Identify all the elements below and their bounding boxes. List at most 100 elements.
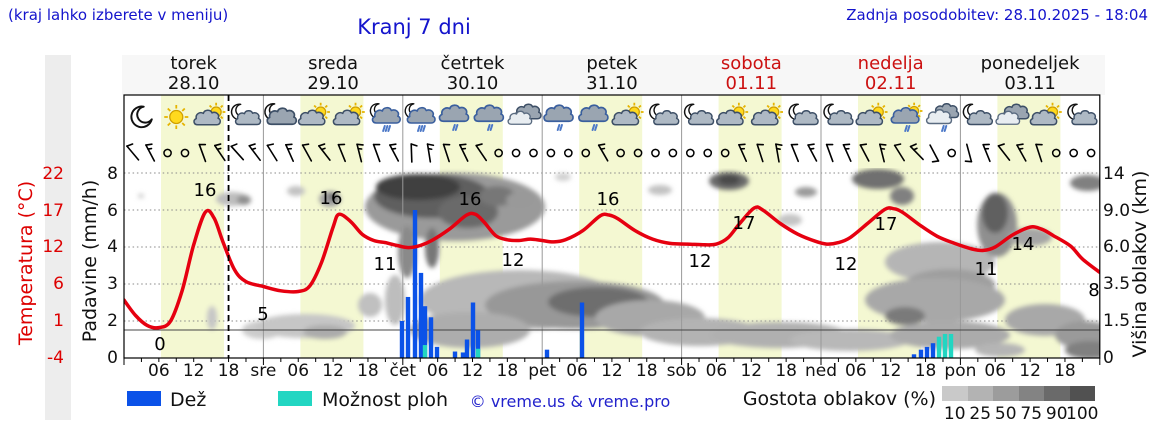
cloud-density-tick-label: 100 (1066, 404, 1099, 424)
wind-barb-icon (1016, 143, 1027, 162)
calm-wind-icon (546, 148, 556, 158)
wind-barb-icon (285, 143, 294, 163)
cloud-density-gradient-segment (1018, 386, 1044, 401)
location-hint: (kraj lahko izberete v meniju) (8, 6, 229, 24)
shower-legend-label: Možnost ploh (322, 389, 449, 411)
cloud-density-legend-label: Gostota oblakov (%) (742, 388, 936, 410)
weather-icon-moon-clouds (264, 103, 298, 126)
cloud-tick-label: 0 (1103, 348, 1114, 368)
weather-icon-cloud-rain (473, 104, 505, 131)
cloud-tick-label: 9.0 (1103, 201, 1131, 221)
time-hour-label: 18 (914, 361, 937, 381)
wind-barb-icon (214, 143, 226, 162)
time-hour-label: 06 (984, 361, 1007, 381)
day-name: nedelja (857, 53, 924, 74)
svg-text:12: 12 (502, 250, 525, 271)
weather-icon-sun-cloud (297, 102, 330, 126)
wind-barb-icon (807, 143, 818, 162)
calm-wind-icon (494, 148, 503, 158)
temp-tick-label: -4 (47, 348, 64, 368)
time-hour-label: 12 (601, 361, 623, 381)
temperature-value-labels: 0 16 5 16 11 16 12 16 12 17 12 17 11 14 8 (154, 180, 1099, 355)
weather-icon-sun-cloud (716, 102, 749, 126)
cloud-tick-label: 1.5 (1103, 311, 1131, 331)
wind-barb-icon (337, 143, 346, 163)
temp-tick-label: 17 (42, 201, 64, 221)
weather-icons-row (130, 102, 1098, 132)
weather-icon-moon-cloud (1067, 103, 1098, 126)
weather-icon-moon-cloud (962, 103, 994, 126)
shower-legend-swatch (278, 391, 312, 406)
wind-barb-icon (1035, 143, 1043, 163)
time-hour-label: 06 (705, 361, 728, 381)
calm-wind-icon (581, 148, 591, 158)
cloud-density-gradient-segment (993, 386, 1019, 401)
day-name: torek (170, 53, 217, 74)
day-separators (262, 95, 961, 358)
calm-wind-icon (668, 148, 678, 158)
precip-tick-label: 4 (107, 237, 118, 257)
time-axis-ticks (123, 358, 1101, 365)
weather-icon-moon-cloud (823, 103, 854, 126)
wind-barb-icon (372, 143, 381, 163)
wind-barb-icon (426, 143, 435, 163)
day-name: sreda (308, 53, 359, 74)
cloud-density-tick-label: 90 (1045, 404, 1068, 424)
time-hour-label: 12 (879, 361, 902, 381)
wind-barb-icon (475, 143, 488, 162)
wind-barb-icon (126, 143, 140, 161)
precipitation-bars (399, 210, 954, 358)
calm-wind-icon (947, 148, 957, 158)
day-abbrev-label: sob (666, 361, 697, 381)
wind-barb-icon (879, 143, 887, 163)
time-hour-label: 12 (461, 361, 484, 381)
day-abbrev-label: ned (804, 361, 838, 381)
calm-wind-icon (651, 148, 660, 158)
calm-wind-icon (703, 148, 713, 158)
wind-barb-icon (318, 143, 331, 161)
calm-wind-icon (180, 148, 190, 158)
time-hour-label: 06 (566, 361, 588, 381)
weather-icon-moon (130, 105, 153, 129)
cloud-density-tick-label: 10 (943, 404, 966, 424)
weather-icon-sun-cloud (1029, 102, 1062, 126)
cloud-density-gradient-segment (1069, 386, 1095, 401)
temp-tick-label: 12 (42, 237, 64, 257)
rain-legend-label: Dež (170, 389, 207, 411)
wind-barb-icon (410, 143, 418, 163)
cloud-density-tick-label: 75 (1020, 404, 1043, 424)
weather-icon-sun-cloud (855, 102, 888, 126)
wind-barb-icon (301, 143, 313, 162)
wind-barb-icon (859, 143, 870, 162)
days-header-band (122, 55, 1105, 95)
calm-wind-icon (633, 148, 643, 158)
wind-barb-icon (389, 143, 400, 162)
cloud-density-gradient-segment (942, 386, 968, 401)
weather-icon-clouds (995, 103, 1030, 125)
temp-tick-label: 1 (53, 311, 64, 331)
calm-wind-icon (616, 148, 625, 158)
cloud-density-gradient-segment (967, 386, 993, 401)
calm-wind-icon (511, 148, 521, 158)
time-hour-label: 12 (1019, 361, 1041, 381)
wind-barb-icon (756, 143, 765, 163)
wind-barb-icon (929, 144, 940, 163)
svg-text:17: 17 (875, 214, 898, 235)
calm-wind-icon (1069, 148, 1079, 158)
weather-icon-cloud-rain (543, 104, 574, 131)
calm-wind-icon (1051, 148, 1061, 158)
copyright-link[interactable]: © vreme.us & vreme.pro (469, 392, 671, 411)
svg-text:11: 11 (374, 254, 397, 275)
day-name: petek (586, 53, 638, 74)
svg-text:11: 11 (975, 259, 998, 280)
cloud-density-gradient-segment (1044, 386, 1070, 401)
weather-icon-cloud-rain (438, 104, 470, 131)
precip-tick-label: 0 (107, 348, 118, 368)
weather-icon-moon-cloud (788, 103, 819, 126)
plot-frame (123, 94, 1101, 359)
day-date: 02.11 (864, 73, 917, 94)
weather-icon-sun-cloud-rain (890, 102, 923, 132)
time-hour-label: 06 (426, 361, 449, 381)
